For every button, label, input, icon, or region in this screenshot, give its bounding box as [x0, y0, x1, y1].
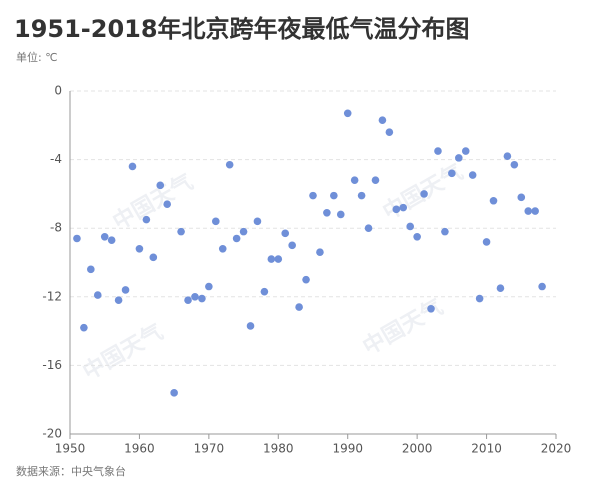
point: [73, 234, 81, 243]
y-tick-label: -4: [50, 152, 62, 166]
point: [198, 294, 206, 303]
x-tick-label: 1980: [263, 442, 294, 456]
subtitle: 单位: ℃: [16, 50, 58, 64]
point: [392, 205, 401, 214]
point: [246, 322, 255, 330]
point: [378, 116, 387, 124]
point: [482, 238, 491, 246]
point: [503, 152, 512, 160]
point: [357, 191, 366, 200]
point: [295, 303, 303, 311]
point: [80, 323, 88, 332]
point: [107, 236, 116, 245]
point: [225, 160, 234, 169]
point: [510, 160, 519, 169]
point: [385, 128, 394, 136]
point: [371, 176, 380, 184]
point: [253, 217, 262, 226]
point: [93, 291, 102, 299]
point: [316, 248, 324, 257]
point: [128, 162, 137, 171]
point: [260, 287, 269, 296]
point: [163, 200, 171, 208]
point: [364, 224, 373, 232]
y-tick-label: -16: [42, 358, 62, 372]
point: [336, 210, 345, 219]
point: [531, 207, 539, 215]
point: [489, 196, 498, 205]
x-tick-label: 2020: [541, 442, 572, 456]
point: [468, 171, 477, 179]
point: [434, 147, 442, 155]
x-tick-label: 1960: [124, 442, 155, 456]
point: [267, 255, 276, 263]
watermark: 中国天气: [78, 319, 167, 386]
point: [114, 296, 123, 305]
point: [288, 241, 296, 250]
x-tick-label: 1970: [194, 442, 225, 456]
point: [330, 191, 338, 200]
point: [232, 234, 241, 243]
point: [239, 227, 248, 236]
point: [323, 208, 331, 217]
y-tick-label: -12: [42, 289, 62, 303]
x-tick-label: 2010: [471, 442, 502, 456]
point: [413, 232, 421, 241]
watermark: 中国天气: [108, 169, 197, 236]
x-tick-label: 2000: [402, 442, 433, 456]
point: [184, 296, 192, 305]
y-tick-label: -8: [50, 221, 62, 235]
point: [420, 190, 428, 198]
point: [87, 265, 95, 274]
point: [281, 229, 290, 238]
point: [461, 147, 470, 155]
point: [448, 169, 456, 178]
point: [135, 244, 144, 253]
point: [350, 176, 359, 184]
point: [538, 282, 546, 291]
point: [406, 222, 415, 231]
point: [475, 294, 484, 303]
x-tick-label: 1990: [332, 442, 363, 456]
point: [177, 227, 185, 236]
point: [399, 203, 408, 212]
watermark: 中国天气: [358, 294, 447, 361]
point: [218, 244, 227, 253]
point: [121, 286, 130, 294]
point: [156, 181, 165, 190]
point: [302, 275, 310, 284]
point: [524, 207, 533, 215]
point: [205, 282, 213, 291]
point: [343, 109, 352, 118]
point: [517, 193, 526, 202]
x-tick-label: 1950: [55, 442, 86, 456]
y-tick-label: -20: [42, 427, 62, 441]
point: [441, 227, 449, 236]
point: [309, 191, 317, 200]
point: [100, 232, 109, 241]
point: [142, 215, 151, 224]
point: [455, 154, 463, 162]
source: 数据来源：中央气象台: [16, 464, 126, 478]
point: [274, 255, 283, 263]
point: [496, 284, 505, 293]
point: [191, 293, 199, 301]
y-tick-label: 0: [54, 84, 62, 98]
point: [427, 305, 435, 313]
point: [170, 389, 178, 397]
point: [212, 217, 220, 226]
point: [149, 253, 158, 262]
chart-title: 1951-2018年北京跨年夜最低气温分布图: [14, 15, 470, 43]
